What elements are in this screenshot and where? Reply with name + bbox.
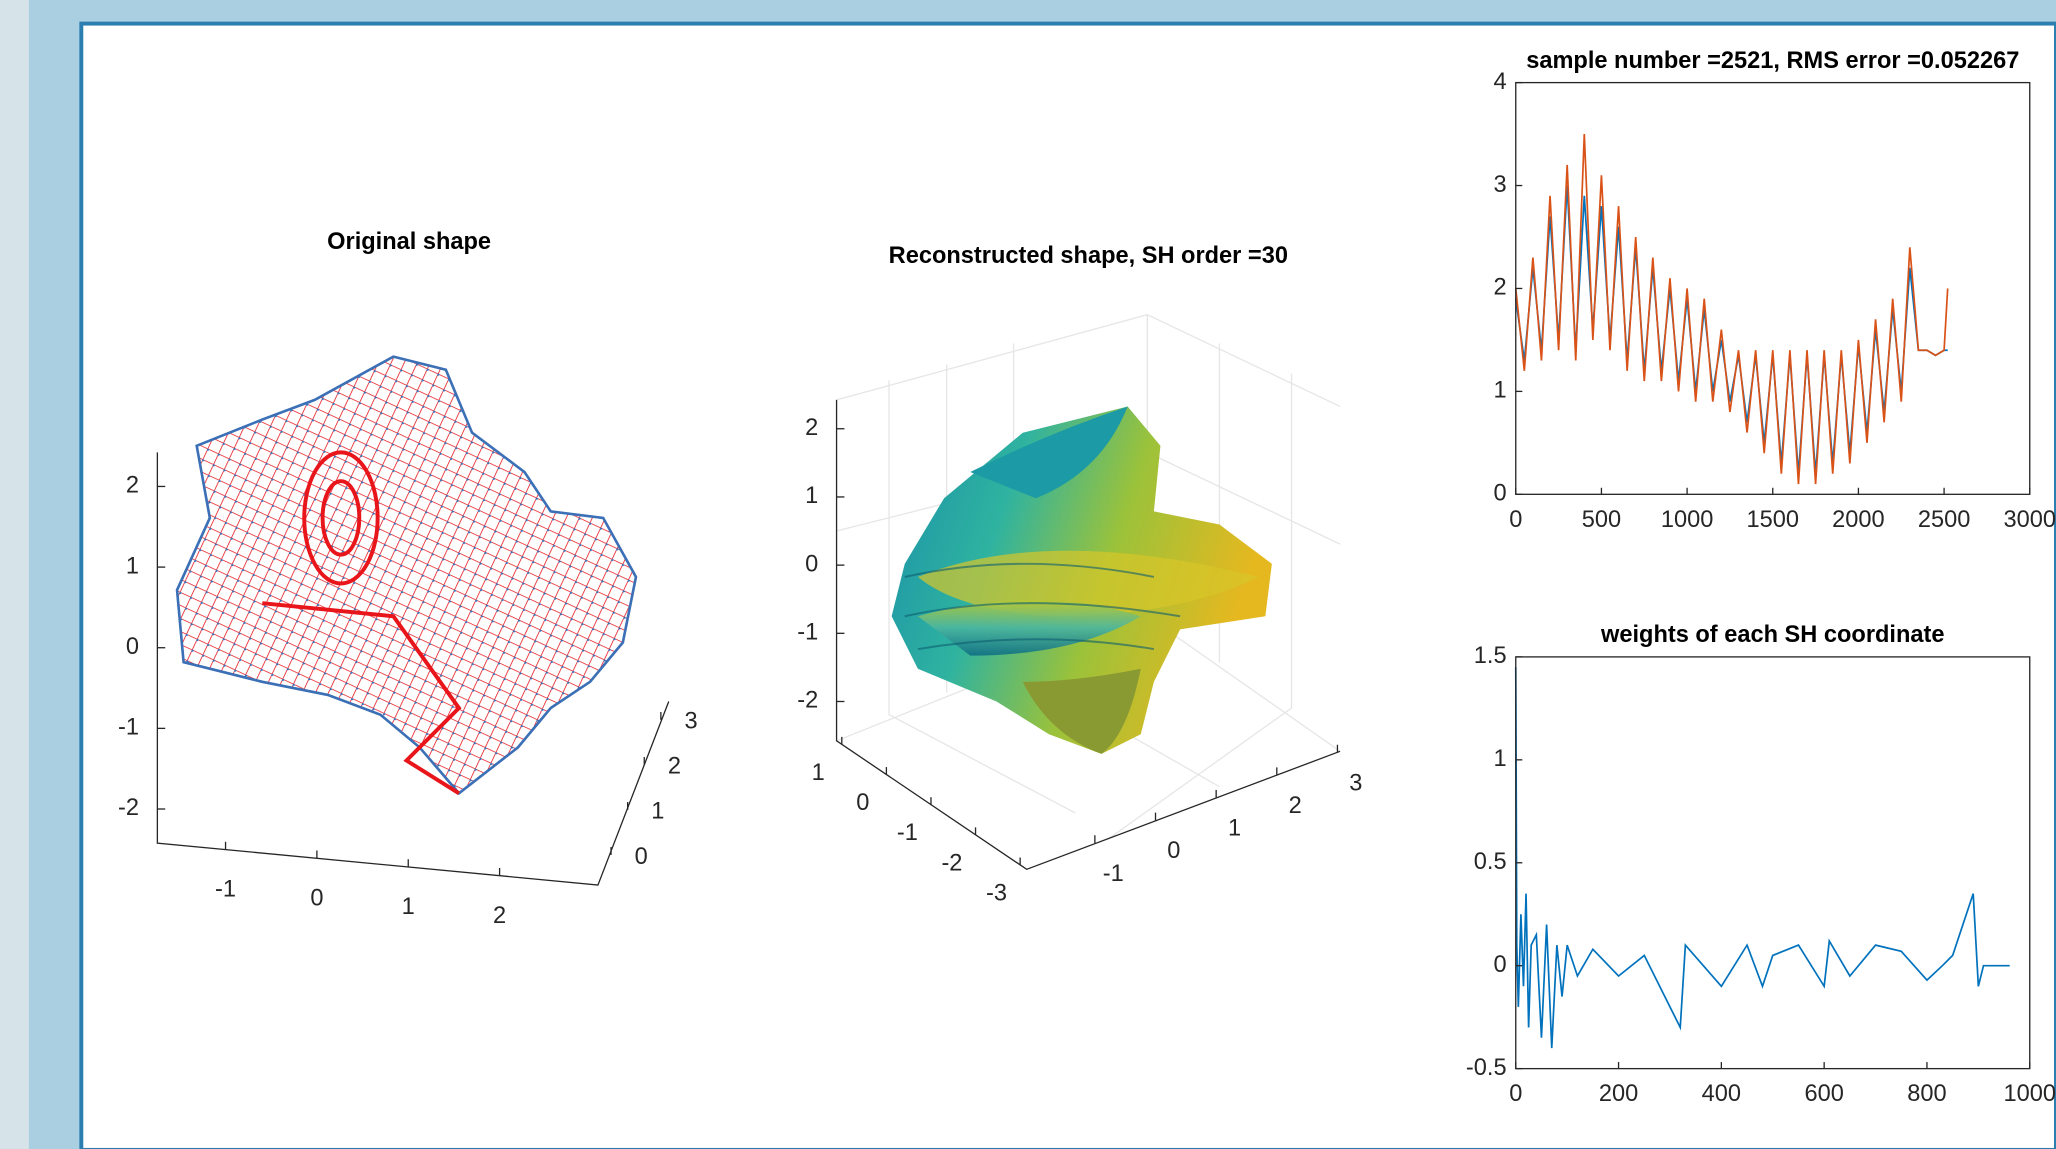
x-tick-label: 1 bbox=[402, 894, 415, 920]
z-tick-label: -1 bbox=[797, 620, 818, 646]
chart-title: Original shape bbox=[327, 229, 491, 255]
x-tick-label: 1500 bbox=[1747, 507, 1800, 533]
y-tick-label: 0 bbox=[635, 844, 648, 870]
x-tick-label: 3000 bbox=[2004, 507, 2056, 533]
z-tick-label: 0 bbox=[126, 634, 139, 660]
y-tick-label: 0 bbox=[1493, 952, 1506, 978]
y-tick-label: 1 bbox=[1493, 746, 1506, 772]
x-tick-label: 600 bbox=[1804, 1081, 1843, 1107]
x-tick-label: 2000 bbox=[1832, 507, 1885, 533]
y-tick-label: 2 bbox=[1289, 793, 1302, 819]
z-tick-label: -2 bbox=[797, 688, 818, 714]
x-tick-label: 800 bbox=[1907, 1081, 1946, 1107]
z-tick-label: 2 bbox=[126, 473, 139, 499]
z-tick-label: 0 bbox=[805, 551, 818, 577]
y-tick-label: 2 bbox=[668, 754, 681, 780]
y-tick-label: 2 bbox=[1493, 275, 1506, 301]
x-tick-label: 2500 bbox=[1918, 507, 1971, 533]
z-tick-label: 2 bbox=[805, 415, 818, 441]
y-tick-label: 3 bbox=[1493, 172, 1506, 198]
y-tick-label: 4 bbox=[1493, 69, 1506, 95]
y-tick-label: 1 bbox=[1228, 816, 1241, 842]
figure-window: Original shape-2-1012-10120123Reconstruc… bbox=[0, 0, 2056, 1149]
x-tick-label: 1000 bbox=[1661, 507, 1714, 533]
x-tick-label: -3 bbox=[986, 880, 1007, 906]
z-tick-label: 1 bbox=[126, 553, 139, 579]
x-tick-label: 2 bbox=[493, 903, 506, 929]
x-tick-label: 1000 bbox=[2004, 1081, 2056, 1107]
chart-title: sample number =2521, RMS error =0.052267 bbox=[1526, 48, 2019, 74]
x-tick-label: 0 bbox=[1509, 507, 1522, 533]
y-tick-label: 0 bbox=[1167, 838, 1180, 864]
x-tick-label: 0 bbox=[1509, 1081, 1522, 1107]
x-tick-label: 200 bbox=[1599, 1081, 1638, 1107]
x-tick-label: 0 bbox=[310, 885, 323, 911]
x-tick-label: 0 bbox=[856, 790, 869, 816]
page: {"chart_data": [ {"type": "mesh3d", "tit… bbox=[0, 0, 2056, 1149]
x-tick-label: 400 bbox=[1702, 1081, 1741, 1107]
x-tick-label: -1 bbox=[215, 877, 236, 903]
chart-title: weights of each SH coordinate bbox=[1600, 622, 1944, 648]
x-tick-label: 1 bbox=[812, 760, 825, 786]
y-tick-label: 3 bbox=[1349, 770, 1362, 796]
y-tick-label: -1 bbox=[1103, 861, 1124, 887]
chart-title: Reconstructed shape, SH order =30 bbox=[889, 243, 1288, 269]
x-tick-label: 500 bbox=[1582, 507, 1621, 533]
z-tick-label: -2 bbox=[118, 795, 139, 821]
y-tick-label: -0.5 bbox=[1466, 1055, 1507, 1081]
y-tick-label: 1 bbox=[1493, 378, 1506, 404]
x-tick-label: -2 bbox=[941, 850, 962, 876]
y-tick-label: 3 bbox=[684, 709, 697, 735]
z-tick-label: -1 bbox=[118, 715, 139, 741]
y-tick-label: 0.5 bbox=[1474, 849, 1507, 875]
x-tick-label: -1 bbox=[897, 820, 918, 846]
y-tick-label: 1.5 bbox=[1474, 643, 1507, 669]
y-tick-label: 1 bbox=[651, 799, 664, 825]
y-tick-label: 0 bbox=[1493, 481, 1506, 507]
z-tick-label: 1 bbox=[805, 483, 818, 509]
